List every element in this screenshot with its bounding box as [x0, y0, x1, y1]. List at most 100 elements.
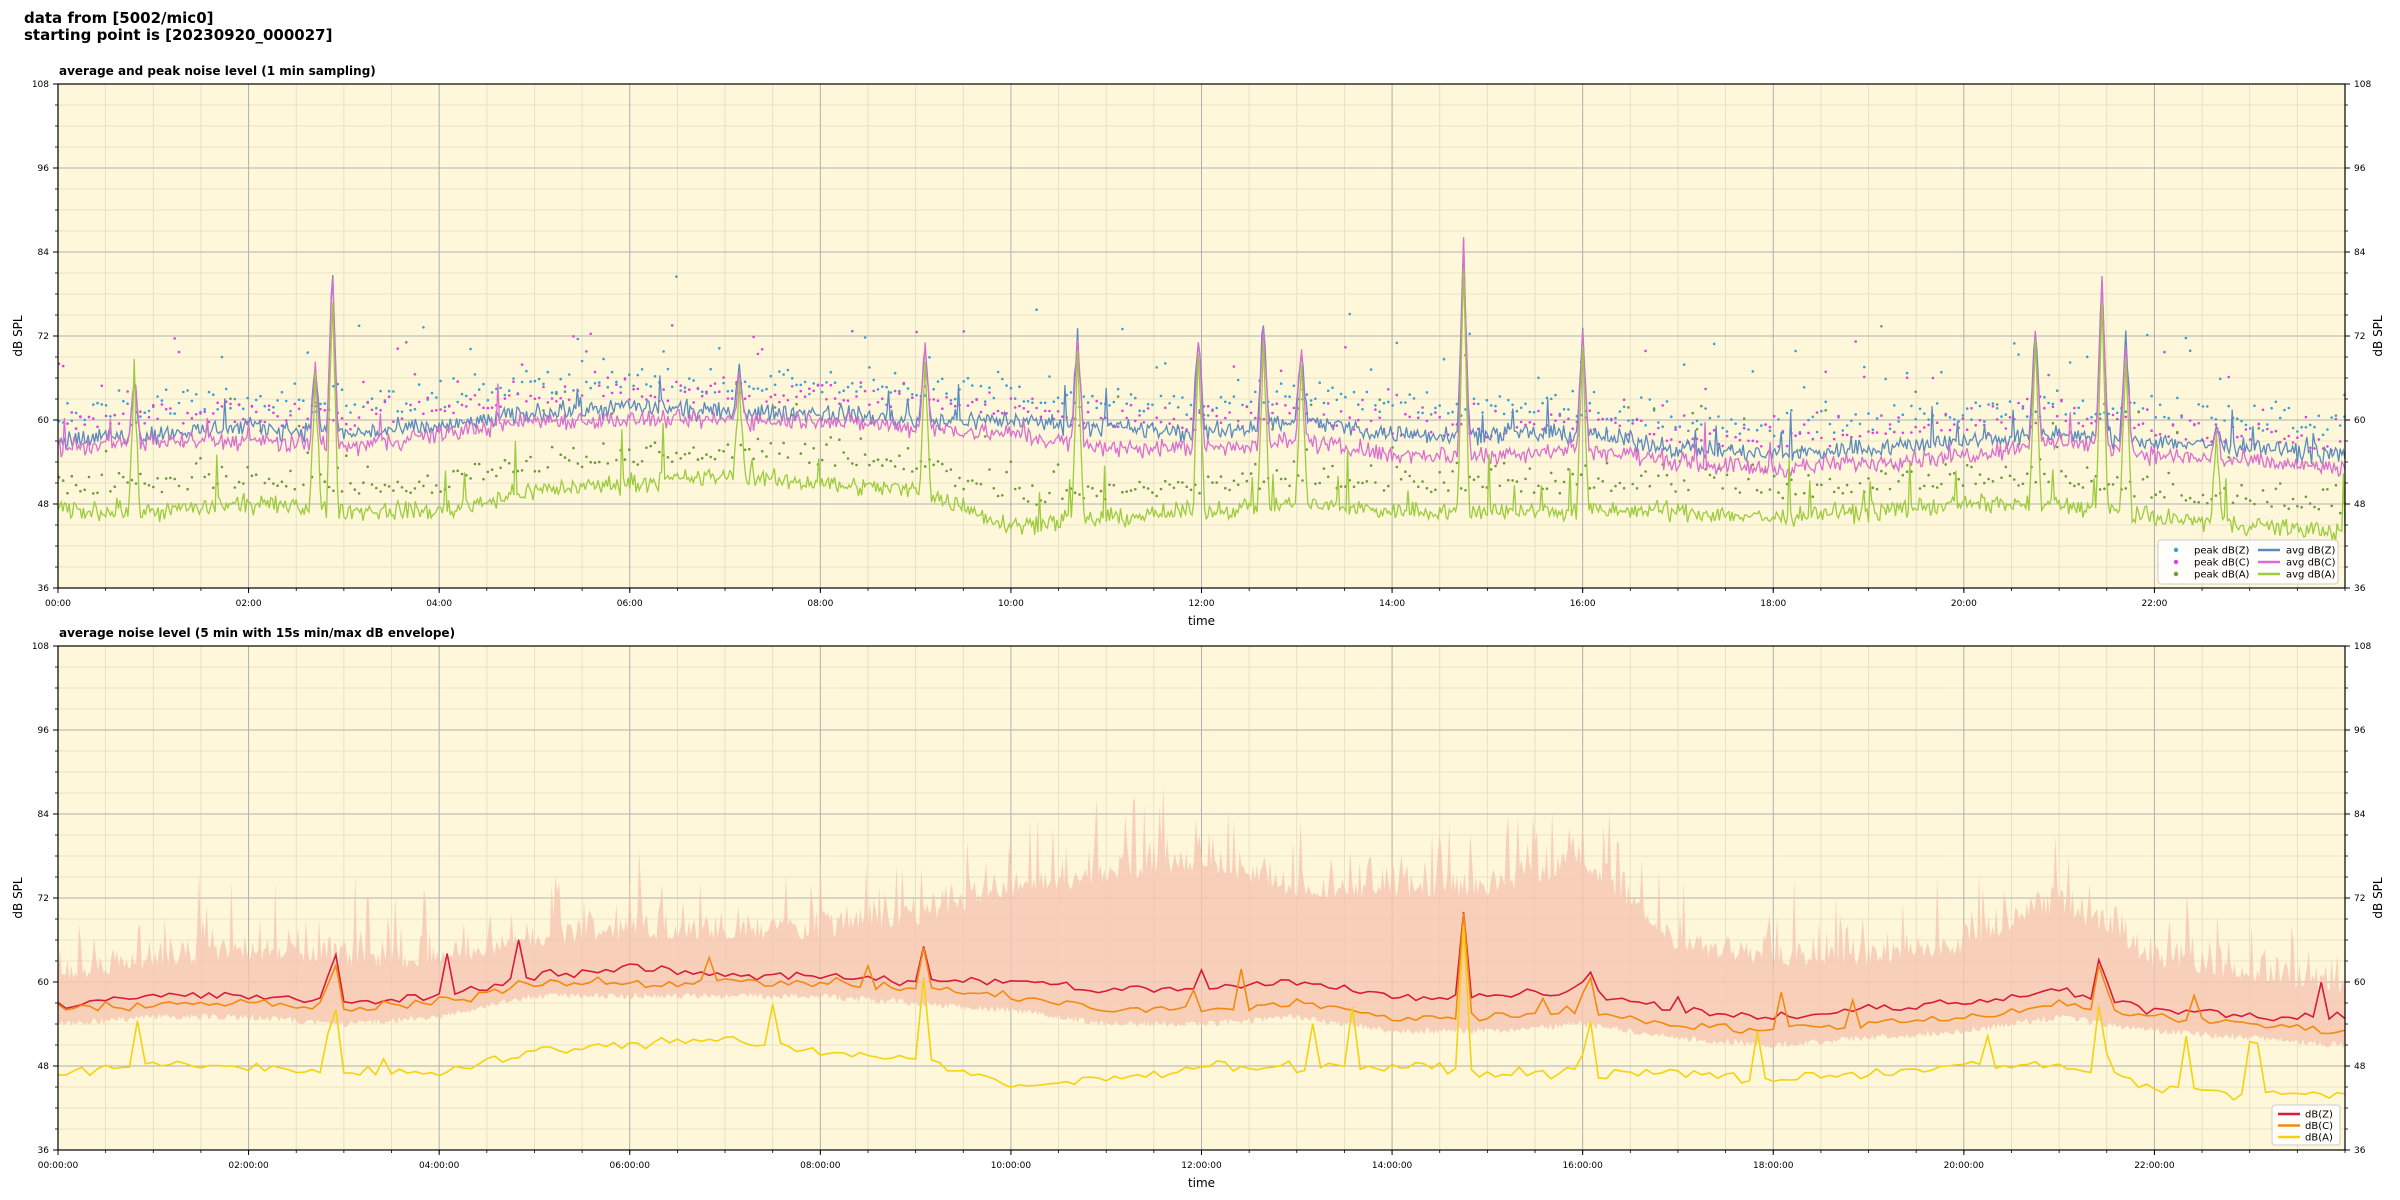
x-axis-label: time	[1188, 1176, 1215, 1190]
peak-dot	[2098, 488, 2102, 491]
peak-dot	[379, 490, 382, 493]
peak-dot	[1339, 392, 1343, 396]
peak-dot	[1588, 487, 1592, 490]
peak-dot	[477, 462, 481, 466]
peak-dot	[623, 378, 627, 381]
peak-dot	[1091, 486, 1094, 490]
peak-dot	[1712, 342, 1716, 346]
peak-dot	[1738, 432, 1742, 436]
peak-dot	[546, 466, 550, 469]
peak-dot	[1249, 400, 1253, 404]
peak-dot	[1001, 377, 1004, 381]
peak-dot	[1682, 414, 1686, 417]
peak-dot	[1995, 407, 1999, 410]
peak-dot	[2073, 406, 2076, 410]
peak-dot	[1189, 403, 1193, 407]
peak-dot	[1245, 405, 1249, 409]
peak-dot	[683, 453, 687, 456]
peak-dot	[1708, 416, 1712, 420]
peak-dot	[1224, 416, 1227, 420]
peak-dot	[1399, 401, 1403, 404]
peak-dot	[439, 408, 442, 411]
peak-dot	[885, 385, 888, 389]
peak-dot	[263, 404, 267, 408]
peak-dot	[936, 460, 940, 463]
peak-dot	[194, 462, 198, 465]
peak-dot	[1224, 400, 1227, 404]
peak-dot	[1215, 406, 1218, 410]
peak-dot	[435, 484, 438, 487]
peak-dot	[1905, 470, 1909, 474]
peak-dot	[653, 441, 657, 445]
peak-dot	[966, 376, 970, 380]
y-tick-label-right: 48	[2354, 500, 2366, 510]
peak-dot	[1035, 503, 1038, 506]
peak-dot	[1399, 477, 1403, 481]
peak-dot	[1125, 416, 1128, 420]
peak-dot	[1961, 414, 1965, 417]
peak-dot	[1665, 439, 1669, 443]
peak-dot	[482, 382, 485, 386]
peak-dot	[666, 399, 670, 403]
peak-dot	[1322, 401, 1326, 405]
peak-dot	[1541, 401, 1544, 405]
peak-dot	[284, 484, 288, 488]
x-tick-label: 02:00:00	[228, 1161, 269, 1171]
peak-dot	[718, 449, 721, 452]
peak-dot	[1914, 425, 1917, 429]
peak-dot	[1292, 460, 1296, 463]
peak-dot	[1554, 419, 1557, 423]
peak-dot	[619, 385, 622, 389]
peak-dot	[1567, 468, 1570, 471]
peak-dot	[1387, 484, 1390, 488]
peak-dot	[405, 489, 408, 493]
peak-dot	[1537, 409, 1540, 413]
peak-dot	[885, 458, 888, 461]
peak-dot	[332, 384, 335, 388]
peak-dot	[113, 485, 116, 489]
peak-dot	[898, 392, 901, 395]
peak-dot	[2197, 421, 2200, 425]
peak-dot	[953, 397, 957, 401]
peak-dot	[1382, 489, 1386, 492]
peak-dot	[2300, 434, 2303, 437]
peak-dot	[962, 330, 965, 333]
peak-dot	[477, 388, 481, 391]
peak-dot	[2317, 438, 2321, 441]
peak-dot	[1618, 481, 1622, 485]
peak-dot	[302, 426, 305, 429]
peak-dot	[632, 387, 635, 391]
y-tick-label: 36	[38, 1146, 50, 1156]
peak-dot	[1657, 421, 1660, 424]
peak-dot	[362, 405, 365, 409]
peak-dot	[126, 402, 129, 406]
peak-dot	[2184, 438, 2188, 441]
peak-dot	[628, 398, 631, 401]
peak-dot	[872, 389, 875, 393]
peak-dot	[1918, 487, 1922, 490]
peak-dot	[748, 394, 751, 398]
peak-dot	[1670, 438, 1673, 441]
peak-dot	[387, 485, 391, 488]
peak-dot	[177, 484, 181, 488]
peak-dot	[1532, 411, 1536, 414]
peak-dot	[1670, 415, 1673, 419]
peak-dot	[1987, 477, 1990, 481]
peak-dot	[1434, 411, 1437, 414]
peak-dot	[117, 422, 121, 425]
peak-dot	[2283, 504, 2286, 508]
y-axis: 36 36 48 48 60 60 72 72 84 84 96 96 108 108	[32, 642, 2372, 1156]
peak-dot	[1219, 395, 1223, 399]
peak-dot	[122, 475, 125, 479]
peak-dot	[859, 437, 863, 440]
peak-dot	[958, 476, 961, 480]
peak-dot	[2081, 424, 2085, 428]
peak-dot	[1185, 428, 1188, 431]
peak-dot	[1061, 497, 1064, 501]
peak-dot	[1451, 410, 1454, 414]
peak-dot	[1751, 463, 1755, 467]
peak-dot	[945, 469, 948, 473]
peak-dot	[1425, 419, 1429, 423]
peak-dot	[795, 383, 798, 387]
peak-dot	[1378, 410, 1381, 414]
